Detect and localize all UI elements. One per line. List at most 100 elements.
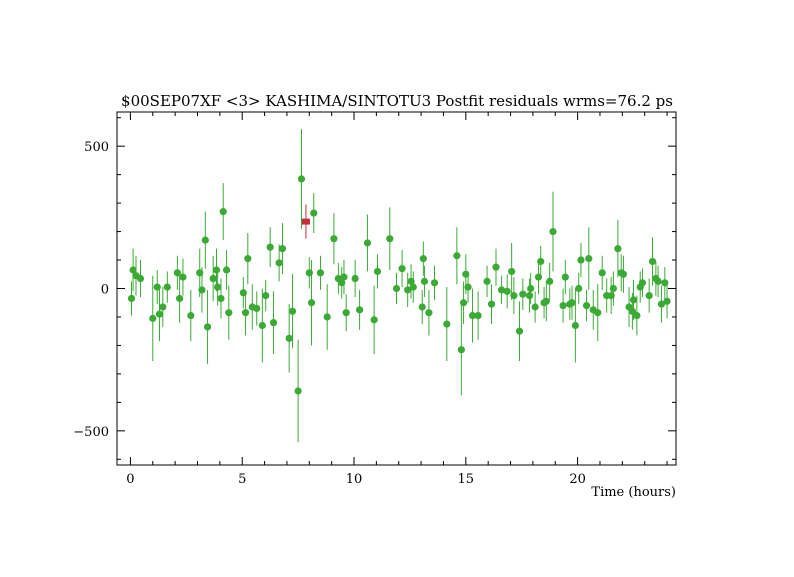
x-tick-label: 10 xyxy=(346,472,363,487)
data-point xyxy=(201,236,209,244)
data-point xyxy=(654,277,662,285)
data-point xyxy=(614,245,622,253)
data-point xyxy=(214,283,222,291)
data-point xyxy=(510,292,518,300)
data-point xyxy=(527,284,535,293)
data-point xyxy=(609,284,617,293)
data-points xyxy=(127,129,671,443)
data-point xyxy=(419,255,427,263)
data-point xyxy=(425,309,433,317)
data-point xyxy=(219,208,227,216)
data-point xyxy=(497,286,506,294)
axis-ticks xyxy=(117,112,676,465)
axis-tick-labels: 0 5 10 15 20 −500 0 500 xyxy=(73,140,586,487)
data-point xyxy=(648,257,657,266)
data-point xyxy=(409,283,417,291)
data-point xyxy=(149,314,157,322)
data-point xyxy=(363,239,372,247)
data-point xyxy=(582,301,591,310)
data-point xyxy=(629,296,638,304)
data-point xyxy=(297,175,306,183)
data-point xyxy=(519,290,527,298)
data-point xyxy=(418,303,426,311)
data-point xyxy=(340,273,348,281)
data-point xyxy=(568,299,576,307)
data-point xyxy=(464,283,472,291)
data-point xyxy=(370,316,378,324)
data-point xyxy=(571,321,579,330)
data-point xyxy=(288,307,297,315)
data-point xyxy=(585,255,593,263)
data-point xyxy=(307,299,316,307)
data-point xyxy=(159,303,167,311)
data-point xyxy=(316,269,325,277)
data-point xyxy=(515,327,524,335)
x-tick-label: 5 xyxy=(238,472,246,487)
data-point xyxy=(457,346,465,354)
data-point xyxy=(217,294,225,303)
data-point xyxy=(392,284,401,293)
data-point xyxy=(294,387,302,395)
data-point xyxy=(351,274,359,283)
data-point xyxy=(619,270,628,278)
data-point xyxy=(468,311,477,320)
data-point xyxy=(503,287,511,295)
data-point xyxy=(155,310,164,318)
y-tick-label: 0 xyxy=(101,283,109,298)
data-point xyxy=(163,283,171,291)
y-tick-label: −500 xyxy=(73,425,109,440)
data-point xyxy=(638,279,647,287)
data-point xyxy=(549,227,557,236)
data-point xyxy=(136,274,145,283)
data-point xyxy=(127,294,136,303)
data-point xyxy=(179,273,187,281)
chart-title: $00SEP07XF <3> KASHIMA/SINTOTU3 Postfit … xyxy=(121,92,673,110)
data-point xyxy=(508,267,516,276)
data-point xyxy=(546,277,554,285)
x-axis-label: Time (hours) xyxy=(591,485,676,500)
data-point xyxy=(244,255,252,263)
data-point xyxy=(474,311,482,320)
data-point xyxy=(657,300,666,308)
data-point xyxy=(342,309,350,317)
x-tick-label: 0 xyxy=(126,472,134,487)
data-point xyxy=(483,277,491,285)
data-point xyxy=(575,284,583,293)
y-tick-label: 500 xyxy=(84,140,109,155)
data-point xyxy=(487,300,496,308)
data-point xyxy=(198,286,206,294)
data-point xyxy=(633,311,641,320)
flagged-point xyxy=(301,218,310,225)
data-point xyxy=(212,266,221,274)
data-point xyxy=(542,297,550,305)
data-point xyxy=(559,301,567,310)
data-point xyxy=(453,252,461,260)
x-tick-label: 20 xyxy=(569,472,586,487)
data-point xyxy=(258,321,266,330)
data-point xyxy=(209,274,217,283)
data-point xyxy=(187,311,195,320)
data-point xyxy=(266,243,274,251)
data-point xyxy=(430,279,439,287)
data-point xyxy=(330,235,338,243)
data-point xyxy=(241,309,250,317)
data-point xyxy=(176,294,184,303)
x-tick-label: 15 xyxy=(458,472,475,487)
data-point xyxy=(531,303,539,311)
data-point xyxy=(663,297,671,305)
data-point xyxy=(398,264,406,273)
data-point xyxy=(537,257,545,266)
data-point xyxy=(278,245,287,253)
data-point xyxy=(492,263,500,271)
data-point xyxy=(598,269,606,277)
data-point xyxy=(420,277,429,285)
data-point xyxy=(356,306,364,314)
data-point xyxy=(525,292,534,300)
data-point xyxy=(443,320,451,328)
data-point xyxy=(459,299,468,307)
data-point xyxy=(222,266,231,274)
data-point xyxy=(561,273,569,281)
data-point xyxy=(404,286,412,294)
data-point xyxy=(386,235,394,243)
